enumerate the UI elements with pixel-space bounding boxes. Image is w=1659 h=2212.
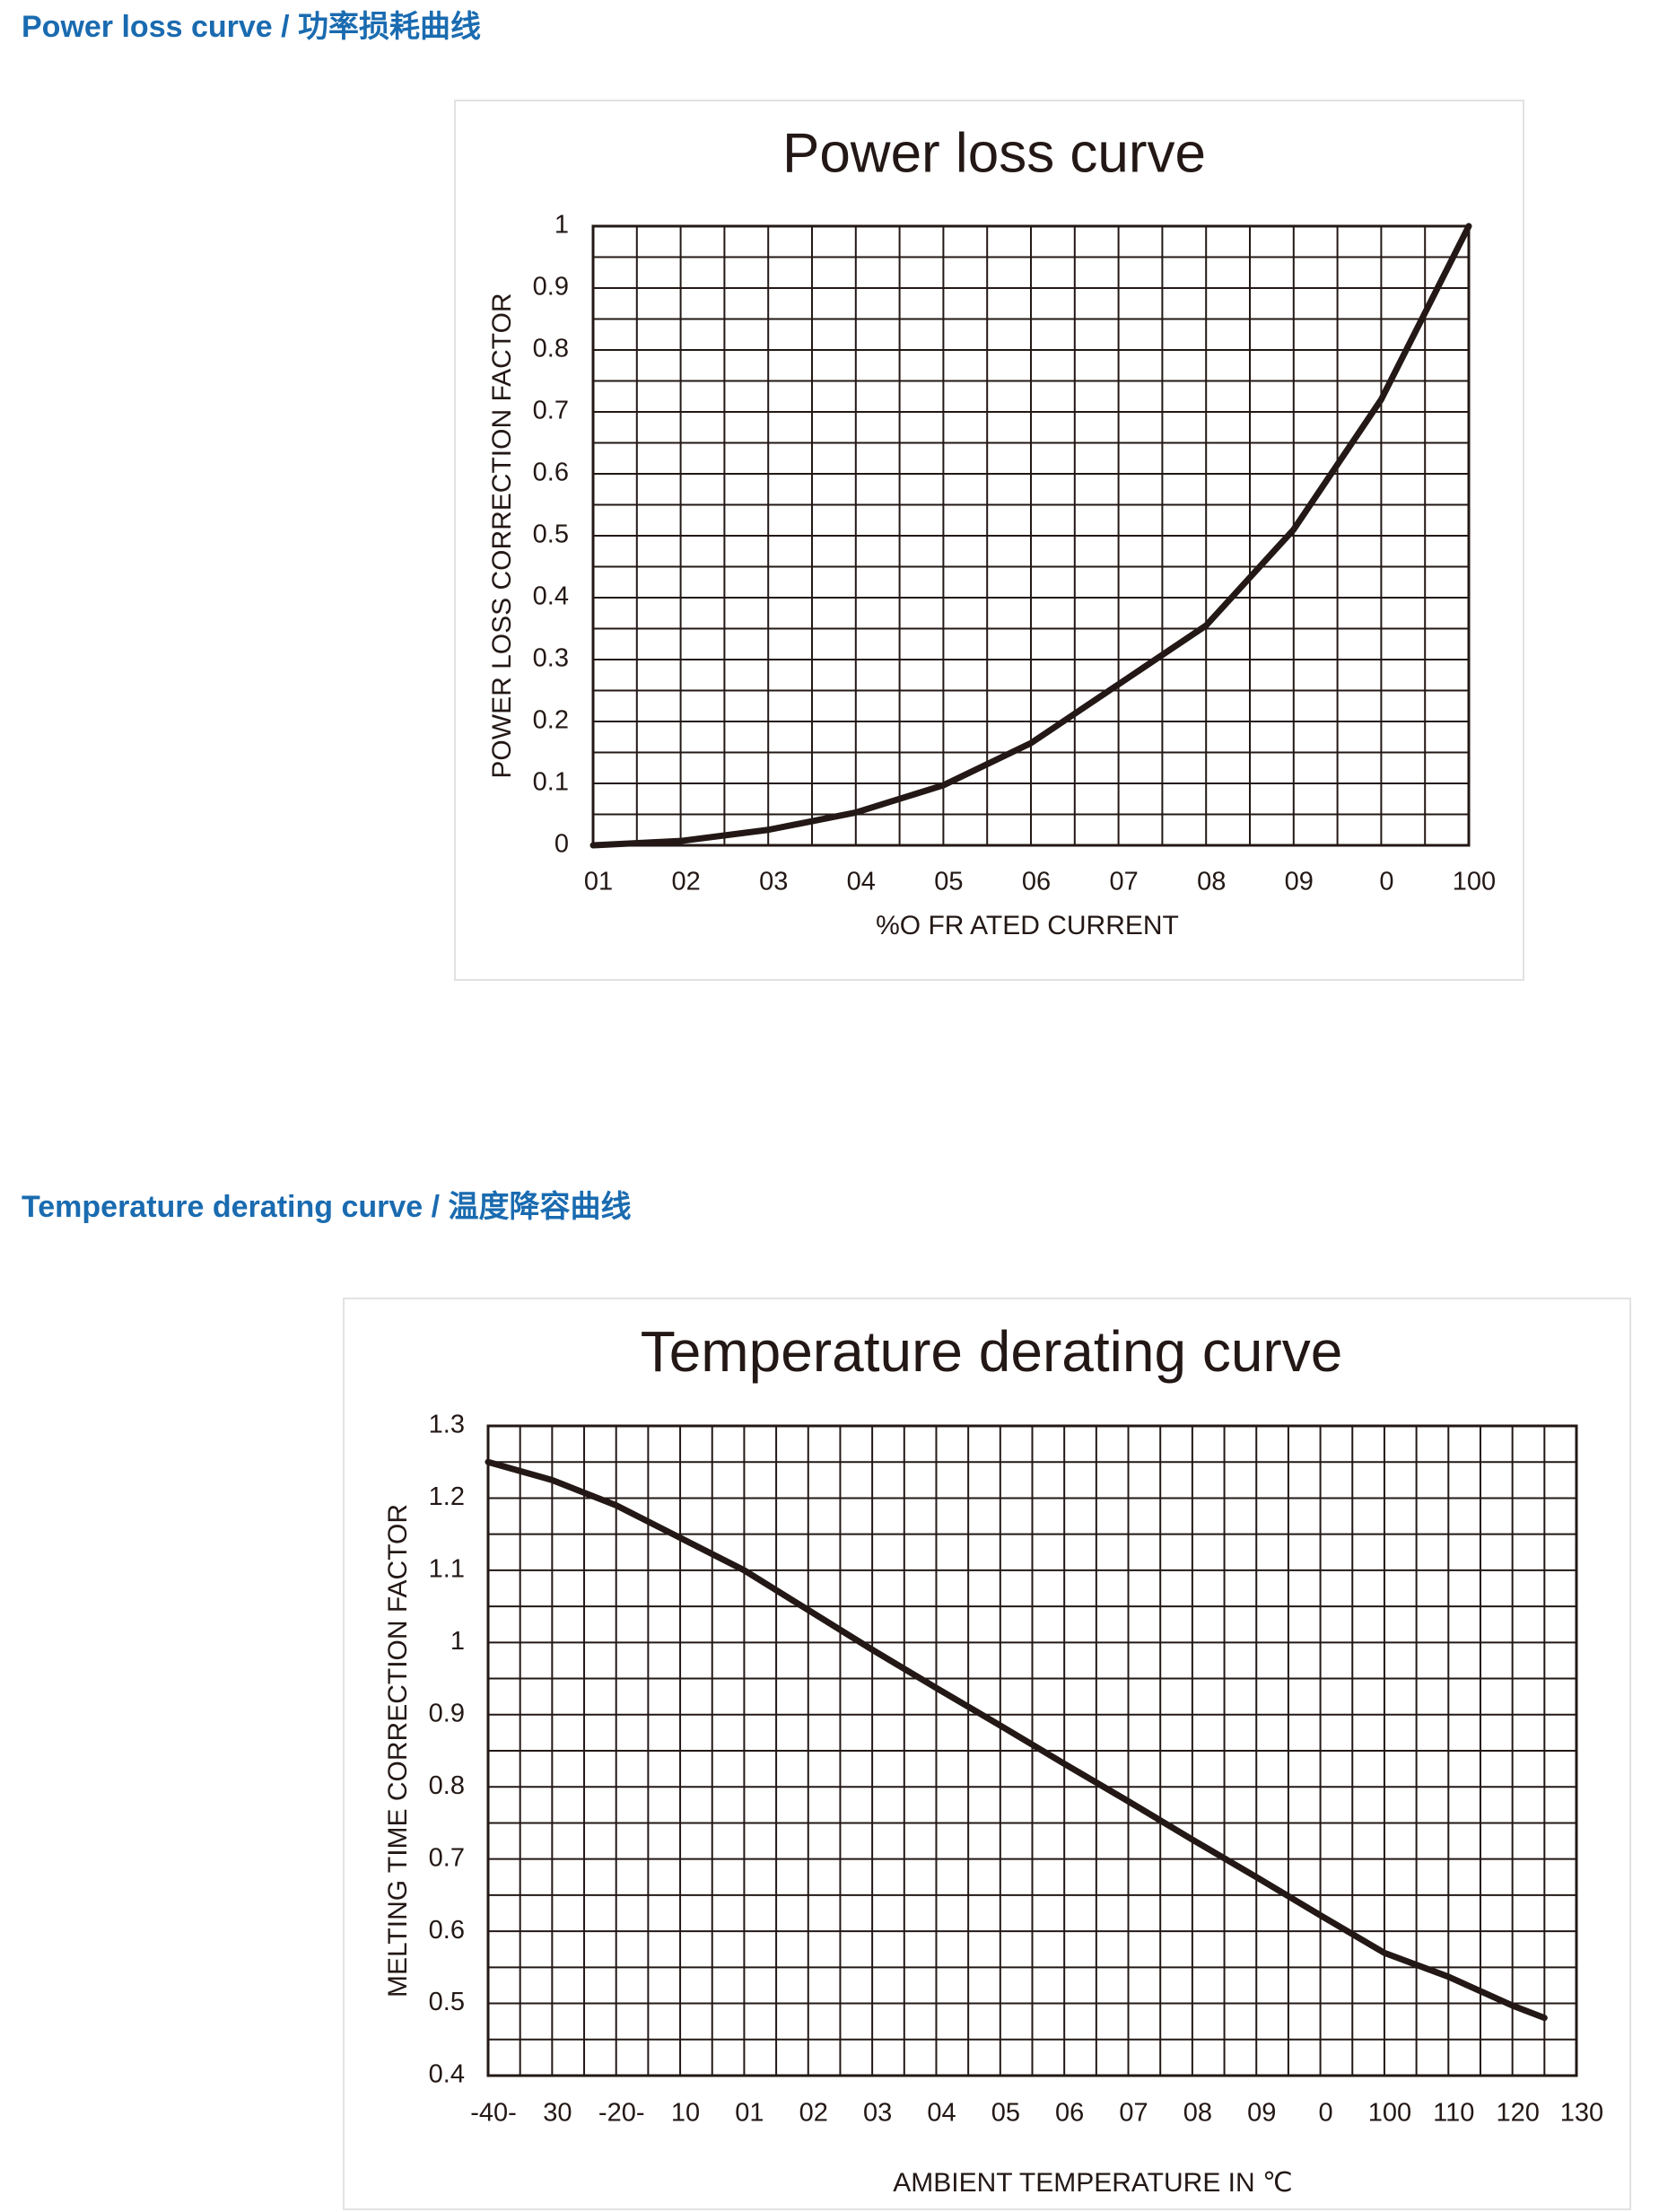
x-tick-label: 07: [1119, 2099, 1148, 2128]
y-tick-label: 1.3: [429, 1411, 465, 1439]
y-tick-label: 0.4: [429, 2060, 465, 2089]
data-line: [485, 1458, 1548, 2022]
plot-border: [486, 1424, 1578, 2077]
section-heading: Temperature derating curve / 温度降容曲线: [22, 1190, 632, 1224]
x-tick-label: 01: [584, 868, 613, 896]
y-tick-label: 0.9: [429, 1699, 465, 1727]
x-tick-label: 100: [1368, 2099, 1411, 2128]
x-tick-label: 05: [934, 868, 963, 896]
y-tick-label: 0.5: [429, 1988, 465, 2016]
plot-border: [591, 224, 1471, 847]
x-tick-label: 02: [671, 868, 700, 896]
x-tick-label: 02: [799, 2099, 828, 2128]
x-tick-label: 05: [991, 2099, 1020, 2128]
x-tick-label: 06: [1022, 868, 1051, 896]
x-tick-label: 110: [1433, 2099, 1474, 2128]
chart-frame: [343, 1298, 1631, 2210]
y-axis-label: POWER LOSS CORRECTION FACTOR: [487, 293, 517, 778]
chart-title: Temperature derating curve: [641, 1319, 1343, 1384]
y-tick-label: 1: [450, 1627, 465, 1656]
x-tick-label: 03: [759, 868, 788, 896]
y-tick-label: 0: [554, 830, 569, 859]
y-tick-label: 0.7: [429, 1843, 465, 1872]
y-tick-label: 0.9: [533, 273, 569, 302]
x-tick-label: 01: [735, 2099, 764, 2128]
x-tick-label: -20-: [598, 2099, 645, 2128]
y-tick-label: 0.2: [533, 706, 569, 735]
x-tick-label: 09: [1285, 868, 1314, 896]
y-tick-label: 0.3: [533, 644, 569, 673]
x-axis-label: %O FR ATED CURRENT: [876, 911, 1179, 940]
y-tick-label: 0.8: [429, 1771, 465, 1800]
x-tick-label: 130: [1560, 2099, 1603, 2128]
x-tick-label: 07: [1109, 868, 1138, 896]
y-axis-label: MELTING TIME CORRECTION FACTOR: [383, 1504, 413, 1998]
x-tick-label: 10: [671, 2099, 700, 2128]
x-axis-label: AMBIENT TEMPERATURE IN ℃: [893, 2168, 1292, 2198]
y-tick-label: 0.6: [429, 1916, 465, 1945]
y-tick-label: 0.8: [533, 335, 569, 363]
y-tick-label: 0.1: [533, 768, 569, 797]
y-tick-label: 1.1: [429, 1555, 465, 1584]
chart-frame: [454, 100, 1524, 981]
y-tick-label: 1: [554, 211, 569, 240]
y-tick-label: 1.2: [429, 1482, 465, 1511]
x-tick-label: 0: [1319, 2099, 1333, 2128]
x-tick-label: 08: [1197, 868, 1226, 896]
y-tick-label: 0.5: [533, 520, 569, 549]
x-tick-label: 03: [863, 2099, 892, 2128]
data-line: [589, 223, 1472, 849]
y-tick-label: 0.7: [533, 397, 569, 425]
x-tick-label: 100: [1453, 868, 1496, 896]
x-tick-label: -40-: [470, 2099, 517, 2128]
x-tick-label: 09: [1247, 2099, 1276, 2128]
y-tick-label: 0.6: [533, 459, 569, 487]
chart-title: Power loss curve: [782, 122, 1206, 184]
section-heading: Power loss curve / 功率损耗曲线: [22, 10, 481, 44]
x-tick-label: 30: [543, 2099, 572, 2128]
x-tick-label: 120: [1496, 2099, 1539, 2128]
x-tick-label: 06: [1055, 2099, 1084, 2128]
y-tick-label: 0.4: [533, 582, 569, 611]
x-tick-label: 04: [927, 2099, 956, 2128]
x-tick-label: 08: [1183, 2099, 1212, 2128]
x-tick-label: 0: [1379, 868, 1393, 896]
x-tick-label: 04: [847, 868, 876, 896]
